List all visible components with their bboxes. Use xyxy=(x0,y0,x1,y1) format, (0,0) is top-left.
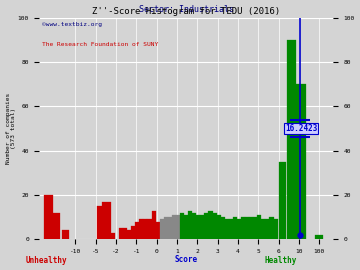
Bar xyxy=(274,220,278,239)
Bar xyxy=(279,162,286,239)
Bar xyxy=(192,213,196,239)
Bar xyxy=(257,215,261,239)
Bar xyxy=(102,202,111,239)
Y-axis label: Number of companies
(573 total): Number of companies (573 total) xyxy=(5,93,16,164)
Text: Unhealthy: Unhealthy xyxy=(26,256,68,265)
Bar xyxy=(245,217,249,239)
Bar xyxy=(44,195,53,239)
Bar xyxy=(168,217,172,239)
Bar xyxy=(131,226,135,239)
Bar xyxy=(172,215,176,239)
Text: Sector: Industrials: Sector: Industrials xyxy=(139,5,234,14)
Bar xyxy=(237,220,241,239)
X-axis label: Score: Score xyxy=(175,255,198,264)
Bar xyxy=(225,220,229,239)
Title: Z''-Score Histogram for TEDU (2016): Z''-Score Histogram for TEDU (2016) xyxy=(92,6,280,15)
Text: Healthy: Healthy xyxy=(265,256,297,265)
Bar xyxy=(217,215,221,239)
Bar xyxy=(233,217,237,239)
Bar xyxy=(296,84,306,239)
Bar xyxy=(180,213,184,239)
Bar xyxy=(152,211,156,239)
Bar xyxy=(119,228,123,239)
Bar xyxy=(143,220,148,239)
Text: The Research Foundation of SUNY: The Research Foundation of SUNY xyxy=(42,42,158,47)
Bar xyxy=(212,213,217,239)
Bar xyxy=(156,222,160,239)
Bar xyxy=(315,235,323,239)
Bar xyxy=(111,233,116,239)
Bar xyxy=(229,220,233,239)
Bar xyxy=(204,213,208,239)
Bar xyxy=(261,220,265,239)
Bar xyxy=(139,220,143,239)
Bar xyxy=(123,228,127,239)
Bar xyxy=(200,215,204,239)
Bar xyxy=(148,220,152,239)
Bar xyxy=(62,231,69,239)
Bar xyxy=(188,211,192,239)
Bar xyxy=(253,217,257,239)
Bar xyxy=(287,40,296,239)
Bar xyxy=(127,231,131,239)
Bar xyxy=(269,217,274,239)
Bar xyxy=(97,206,106,239)
Text: 16.2423: 16.2423 xyxy=(285,124,317,133)
Text: ©www.textbiz.org: ©www.textbiz.org xyxy=(42,22,102,27)
Bar xyxy=(208,211,212,239)
Bar xyxy=(50,213,59,239)
Bar xyxy=(184,215,188,239)
Bar xyxy=(241,217,245,239)
Bar xyxy=(249,217,253,239)
Bar xyxy=(164,217,168,239)
Bar xyxy=(265,220,269,239)
Bar xyxy=(196,215,200,239)
Bar xyxy=(176,215,180,239)
Bar xyxy=(135,222,139,239)
Bar xyxy=(160,220,164,239)
Bar xyxy=(221,217,225,239)
